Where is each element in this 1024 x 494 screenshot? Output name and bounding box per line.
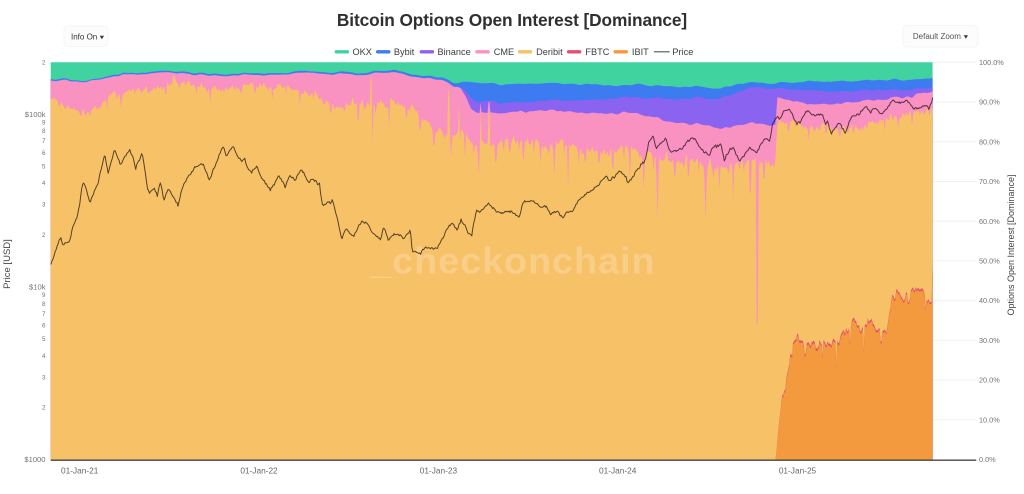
svg-text:Price [USD]: Price [USD] — [2, 239, 13, 289]
svg-text:6: 6 — [42, 322, 46, 329]
svg-text:CME: CME — [494, 47, 514, 57]
svg-text:100.0%: 100.0% — [979, 58, 1004, 67]
svg-text:4: 4 — [42, 353, 46, 360]
svg-text:10.0%: 10.0% — [979, 415, 1000, 424]
svg-text:9: 9 — [42, 119, 46, 126]
svg-text:8: 8 — [42, 128, 46, 135]
svg-text:6: 6 — [42, 150, 46, 157]
svg-text:2: 2 — [42, 60, 46, 67]
svg-text:$100k: $100k — [25, 110, 46, 119]
svg-text:70.0%: 70.0% — [979, 177, 1000, 186]
svg-text:01-Jan-24: 01-Jan-24 — [599, 466, 637, 476]
svg-text:$10k: $10k — [29, 283, 46, 292]
svg-text:80.0%: 80.0% — [979, 137, 1000, 146]
svg-text:IBIT: IBIT — [632, 47, 649, 57]
svg-text:40.0%: 40.0% — [979, 296, 1000, 305]
svg-text:0.0%: 0.0% — [979, 455, 996, 464]
svg-text:Bitcoin Options Open Interest: Bitcoin Options Open Interest [Dominance… — [337, 10, 687, 30]
svg-text:20.0%: 20.0% — [979, 376, 1000, 385]
svg-text:2: 2 — [42, 232, 46, 239]
svg-text:5: 5 — [42, 163, 46, 170]
svg-text:8: 8 — [42, 301, 46, 308]
svg-text:Info On: Info On — [71, 33, 97, 42]
svg-text:4: 4 — [42, 180, 46, 187]
svg-text:50.0%: 50.0% — [979, 257, 1000, 266]
svg-text:90.0%: 90.0% — [979, 98, 1000, 107]
svg-text:3: 3 — [42, 202, 46, 209]
svg-text:Default Zoom: Default Zoom — [913, 32, 961, 41]
svg-text:01-Jan-21: 01-Jan-21 — [61, 466, 99, 476]
svg-text:9: 9 — [42, 292, 46, 299]
svg-text:01-Jan-25: 01-Jan-25 — [779, 466, 817, 476]
svg-text:Options Open Interest [Dominan: Options Open Interest [Dominance] — [1006, 174, 1016, 315]
svg-text:_checkonchain: _checkonchain — [369, 240, 655, 282]
svg-text:30.0%: 30.0% — [979, 336, 1000, 345]
svg-text:3: 3 — [42, 374, 46, 381]
svg-text:01-Jan-22: 01-Jan-22 — [240, 466, 278, 476]
svg-text:FBTC: FBTC — [585, 47, 609, 57]
svg-text:Bybit: Bybit — [394, 47, 415, 57]
svg-text:Deribit: Deribit — [536, 47, 563, 57]
svg-text:7: 7 — [42, 138, 46, 145]
svg-text:2: 2 — [42, 405, 46, 412]
svg-text:01-Jan-23: 01-Jan-23 — [420, 466, 458, 476]
svg-text:5: 5 — [42, 336, 46, 343]
svg-text:Binance: Binance — [438, 47, 471, 57]
svg-text:60.0%: 60.0% — [979, 217, 1000, 226]
svg-text:OKX: OKX — [353, 47, 372, 57]
svg-text:Price: Price — [672, 47, 693, 57]
svg-text:$1000: $1000 — [24, 455, 45, 464]
svg-text:7: 7 — [42, 311, 46, 318]
